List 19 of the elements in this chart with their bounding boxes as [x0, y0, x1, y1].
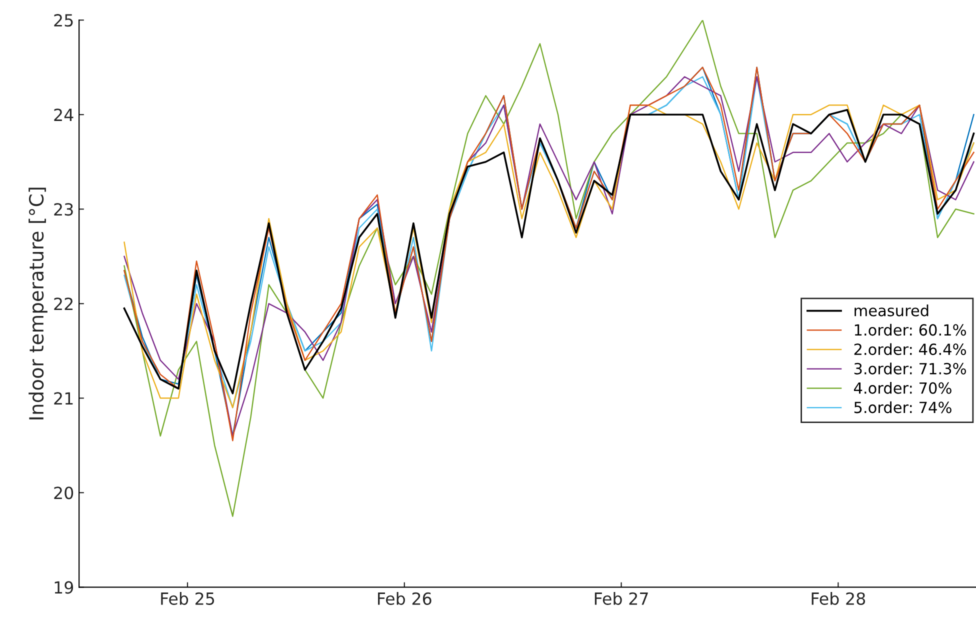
legend-label: 1.order: 60.1% — [854, 324, 966, 336]
y-tick-label: 21 — [54, 392, 73, 404]
legend-label: 5.order: 74% — [854, 401, 952, 414]
legend-label: 3.order: 71.3% — [854, 362, 966, 374]
y-axis-title: Indoor temperature [°C] — [28, 188, 48, 420]
y-tick-label: 20 — [54, 486, 74, 500]
y-tick-label: 24 — [54, 108, 74, 121]
y-tick-label: 22 — [54, 298, 73, 310]
x-tick-label: Feb 25 — [161, 592, 214, 605]
line-series — [124, 20, 974, 517]
x-tick-label: Feb 28 — [812, 592, 866, 605]
y-tick-label: 23 — [54, 203, 73, 216]
x-tick-label: Feb 27 — [594, 592, 648, 605]
legend-label: measured — [854, 304, 928, 316]
y-tick-label: 19 — [54, 581, 74, 594]
legend-label: 4.order: 70% — [854, 382, 952, 394]
x-tick-label: Feb 26 — [378, 592, 432, 605]
y-tick-label: 25 — [54, 14, 73, 27]
legend-label: 2.order: 46.4% — [854, 343, 966, 356]
